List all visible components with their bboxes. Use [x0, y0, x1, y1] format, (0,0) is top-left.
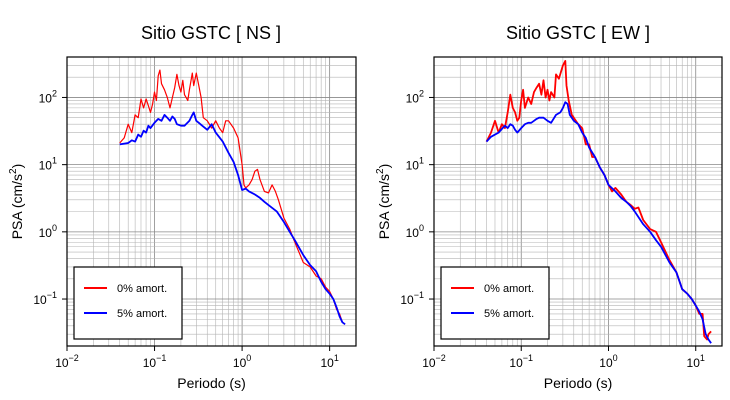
ew-y-tick-label: 102 — [406, 88, 424, 105]
ew-legend-box — [440, 266, 550, 340]
ew-x-tick-base: 10 — [509, 356, 523, 370]
ns-y-tick-base: 10 — [39, 159, 53, 173]
ns-x-tick-exp: −2 — [69, 353, 79, 363]
ns-y-tick-base: 10 — [33, 293, 47, 307]
ew-y-tick-base: 10 — [406, 226, 420, 240]
ns-grid — [66, 56, 357, 347]
ew-y-tick-exp: 2 — [419, 88, 424, 98]
ns-y-tick-label: 10−1 — [33, 290, 57, 307]
ew-x-tick-base: 10 — [687, 356, 701, 370]
ew-y-tick-base: 10 — [400, 293, 414, 307]
ew-x-tick-label: 101 — [687, 353, 705, 370]
ns-chart-title: Sitio GSTC [ NS ] — [141, 23, 281, 43]
ew-y-tick-exp: 1 — [419, 156, 424, 166]
ew-y-tick-base: 10 — [406, 159, 420, 173]
ns-x-tick-label: 100 — [233, 353, 251, 370]
ew-y-axis-label-sup: 2 — [375, 168, 386, 174]
ns-y-axis-label-main: PSA (cm/s — [9, 174, 25, 239]
ew-legend: 0% amort. 5% amort. — [440, 266, 550, 340]
ew-y-axis-label-main: PSA (cm/s — [376, 174, 392, 239]
ns-x-tick-exp: −1 — [156, 353, 166, 363]
ew-x-tick-exp: 0 — [613, 353, 618, 363]
ns-x-tick-base: 10 — [320, 356, 334, 370]
ew-y-axis-label-end: ) — [376, 164, 392, 169]
ns-y-tick-exp: −1 — [47, 290, 57, 300]
ns-x-tick-exp: 1 — [334, 353, 339, 363]
ns-y-tick-base: 10 — [39, 91, 53, 105]
ns-y-tick-label: 102 — [39, 88, 57, 105]
ns-series-group — [119, 69, 346, 326]
ns-y-axis-label-end: ) — [9, 164, 25, 169]
ew-y-tick-exp: −1 — [414, 290, 424, 300]
ew-series-group — [485, 60, 712, 344]
ew-x-tick-exp: 1 — [700, 353, 705, 363]
ns-y-tick-base: 10 — [39, 226, 53, 240]
ns-legend-label: 5% amort. — [117, 308, 167, 320]
ew-series-line-0pct — [485, 60, 712, 341]
ns-series-line-5pct — [119, 111, 346, 326]
ew-y-tick-label: 101 — [406, 156, 424, 173]
ns-x-tick-exp: 0 — [246, 353, 251, 363]
ew-y-tick-exp: 0 — [419, 223, 424, 233]
ew-y-tick-label: 100 — [406, 223, 424, 240]
ns-x-tick-label: 101 — [320, 353, 338, 370]
ns-y-axis-label-sup: 2 — [8, 168, 19, 174]
ew-y-tick-label: 10−1 — [400, 290, 424, 307]
ns-legend-box — [73, 266, 183, 340]
ew-x-tick-base: 10 — [422, 356, 436, 370]
ns-y-tick-exp: 1 — [52, 156, 57, 166]
ns-y-tick-label: 100 — [39, 223, 57, 240]
ew-x-tick-exp: −2 — [436, 353, 446, 363]
ns-x-axis-label: Periodo (s) — [177, 375, 245, 391]
ns-x-tick-base: 10 — [55, 356, 69, 370]
ns-plot-frame — [66, 56, 357, 347]
ew-series-line-5pct — [485, 101, 712, 344]
ns-x-tick-label: 10−1 — [143, 353, 167, 370]
ns-y-tick-label: 101 — [39, 156, 57, 173]
ns-legend-label: 0% amort. — [117, 283, 167, 295]
ns-legend: 0% amort. 5% amort. — [73, 266, 183, 340]
ew-x-tick-label: 100 — [599, 353, 617, 370]
ew-legend-label: 5% amort. — [484, 308, 534, 320]
ew-x-tick-label: 10−1 — [509, 353, 533, 370]
ew-y-tick-base: 10 — [406, 91, 420, 105]
ns-x-tick-base: 10 — [233, 356, 247, 370]
ns-y-tick-exp: 2 — [52, 88, 57, 98]
ew-plot-frame — [433, 56, 723, 347]
ew-x-tick-base: 10 — [599, 356, 613, 370]
ew-y-axis-label: PSA (cm/s2) — [375, 164, 392, 240]
ew-legend-label: 0% amort. — [484, 283, 534, 295]
ns-y-axis-label: PSA (cm/s2) — [8, 164, 25, 240]
ew-x-axis-label: Periodo (s) — [544, 375, 612, 391]
ew-chart-title: Sitio GSTC [ EW ] — [506, 23, 650, 43]
ns-x-tick-label: 10−2 — [55, 353, 79, 370]
ns-x-tick-base: 10 — [143, 356, 157, 370]
ew-x-tick-label: 10−2 — [422, 353, 446, 370]
ew-x-tick-exp: −1 — [523, 353, 533, 363]
ns-y-tick-exp: 0 — [52, 223, 57, 233]
